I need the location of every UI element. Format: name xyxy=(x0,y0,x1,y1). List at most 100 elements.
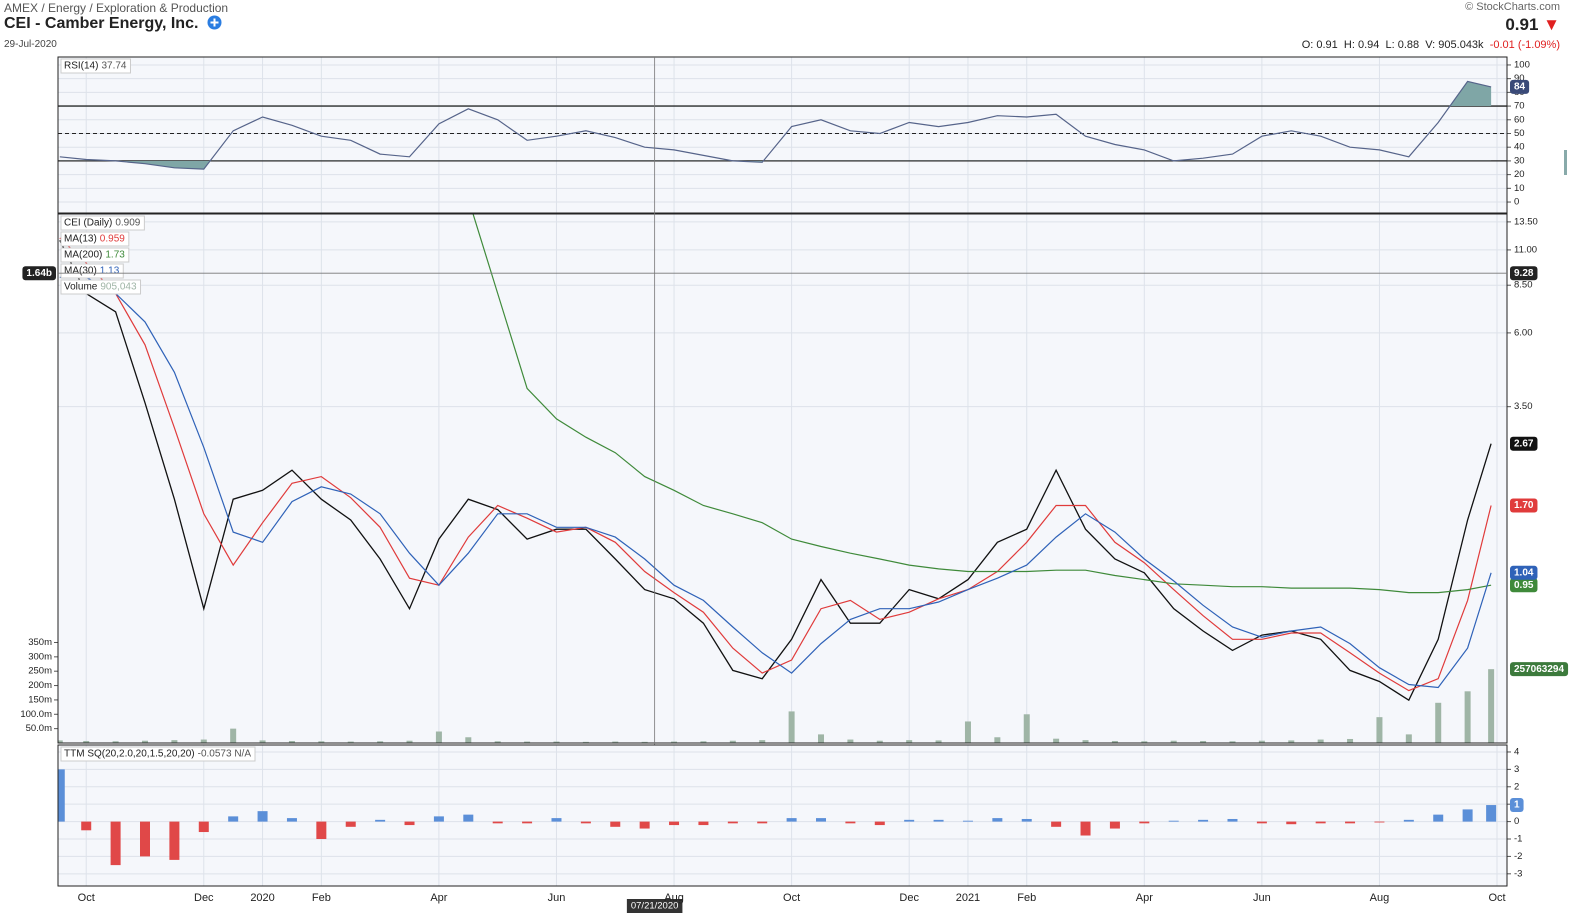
badge-label: 1 xyxy=(1514,800,1520,811)
bar xyxy=(435,731,442,743)
bar xyxy=(1403,819,1414,822)
bar xyxy=(377,741,384,743)
bar xyxy=(1488,669,1495,743)
bar xyxy=(200,739,207,743)
legend-name: MA(200) xyxy=(64,250,102,261)
bar xyxy=(171,740,178,743)
bar xyxy=(198,821,209,833)
y-tick-label: 20 xyxy=(1514,169,1525,180)
bar xyxy=(139,821,150,857)
bar xyxy=(228,816,239,822)
bar xyxy=(1405,734,1412,743)
bar xyxy=(1256,821,1267,824)
series-line xyxy=(59,276,1492,689)
badge-box xyxy=(1510,662,1569,677)
bar xyxy=(1170,740,1177,743)
bar xyxy=(1168,820,1179,822)
x-tick-label: Feb xyxy=(312,892,331,904)
value-badge: 1.64b xyxy=(22,266,56,281)
bar xyxy=(169,821,180,860)
badge-box xyxy=(1510,79,1530,94)
ohlc-line: O: 0.91 H: 0.94 L: 0.88 V: 905.043k -0.0… xyxy=(1302,39,1560,51)
bar xyxy=(1433,814,1444,822)
legend-name: Volume xyxy=(64,282,98,293)
x-tick-label: Oct xyxy=(78,892,95,904)
bar xyxy=(759,740,766,743)
panel-frame xyxy=(57,213,1508,744)
series-line xyxy=(59,237,1492,692)
bar xyxy=(994,737,1001,743)
bar xyxy=(112,741,119,743)
panel-background xyxy=(58,57,1507,213)
badge-label: 0.95 xyxy=(1514,580,1534,591)
x-tick-label: Apr xyxy=(1136,892,1153,904)
x-tick-label: 2020 xyxy=(250,892,274,904)
x-tick-label: Jun xyxy=(548,892,566,904)
badge-label: 1.70 xyxy=(1514,500,1534,511)
value-badge: 257063294 xyxy=(1510,662,1569,677)
legend-entry: RSI(14) 37.74 xyxy=(60,58,131,74)
bar xyxy=(1435,702,1442,743)
bar xyxy=(816,818,827,822)
bar xyxy=(669,821,680,826)
badge-box xyxy=(1510,498,1538,513)
badge-box xyxy=(22,266,56,281)
legend-entry: Volume 905,043 xyxy=(60,279,142,295)
y-tick-label: 2 xyxy=(1514,781,1519,792)
bar xyxy=(58,769,65,822)
bar xyxy=(288,740,295,743)
bar xyxy=(1080,821,1091,836)
y-tick-label: 100 xyxy=(1514,59,1530,70)
legend-name: MA(30) xyxy=(64,266,97,277)
y-tick-label: 3 xyxy=(1514,764,1519,775)
bar xyxy=(524,741,531,743)
legend-readout: 37.74 xyxy=(101,61,126,72)
bar xyxy=(727,821,738,824)
bar xyxy=(1023,714,1030,743)
legend-name: TTM SQ(20,2.0,20,1.5,20,20) xyxy=(64,749,195,760)
bar xyxy=(553,741,560,743)
bar xyxy=(1229,741,1236,743)
legend-readout: 905,043 xyxy=(100,282,137,293)
y-tick-label: 8.50 xyxy=(1514,280,1533,291)
y-tick-label: 10 xyxy=(1514,183,1525,194)
y-tick-label: 0 xyxy=(1514,197,1519,208)
bar xyxy=(465,737,472,743)
bar xyxy=(433,816,444,822)
legend-name: MA(13) xyxy=(64,234,97,245)
badge-label: 1.64b xyxy=(26,268,52,279)
last-price-text: 0.91 xyxy=(1505,15,1539,34)
x-tick-label: Apr xyxy=(430,892,447,904)
value-badge: 0.95 xyxy=(1510,578,1538,593)
x-tick-label: Aug xyxy=(664,892,684,904)
legend-entry: TTM SQ(20,2.0,20,1.5,20,20) -0.0573 N/A xyxy=(60,746,256,762)
legend-readout: -0.0573 N/A xyxy=(198,749,252,760)
bar xyxy=(580,821,591,824)
bar xyxy=(612,741,619,743)
y-tick-label: 3.50 xyxy=(1514,401,1533,412)
y-tick-label: 4 xyxy=(1514,746,1519,757)
y-tick-label: 50 xyxy=(1514,128,1525,139)
bar xyxy=(257,811,268,822)
value-badge: 84 xyxy=(1510,79,1530,94)
series-line xyxy=(59,80,1492,170)
x-tick-label: Dec xyxy=(194,892,214,904)
bar xyxy=(83,740,90,743)
add-button[interactable] xyxy=(207,15,222,30)
bar xyxy=(1141,741,1148,743)
down-arrow: ▼ xyxy=(1543,15,1560,34)
badge-label: 257063294 xyxy=(1514,664,1564,675)
bar xyxy=(874,821,885,826)
scrollbar[interactable] xyxy=(1564,150,1567,175)
badge-box xyxy=(1510,266,1538,281)
bar xyxy=(81,821,92,831)
bar xyxy=(610,821,621,827)
y-tick-label: 6.00 xyxy=(1514,327,1533,338)
bar xyxy=(345,821,356,827)
x-tick-label: Dec xyxy=(899,892,919,904)
legend-box xyxy=(60,58,131,74)
y2-tick-label: 350m xyxy=(28,637,52,648)
y2-tick-label: 300m xyxy=(28,651,52,662)
y-tick-label: 40 xyxy=(1514,142,1525,153)
series-line xyxy=(59,240,1492,702)
